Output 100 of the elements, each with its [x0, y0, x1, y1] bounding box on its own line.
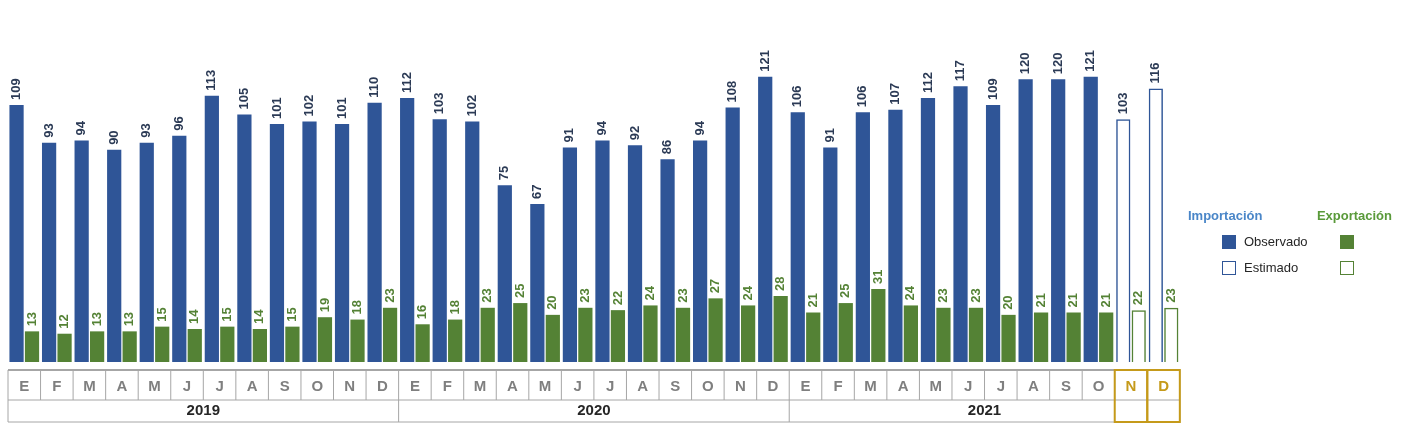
bar — [953, 86, 968, 362]
data-label: 20 — [1000, 295, 1016, 310]
x-tick-label: J — [573, 377, 582, 395]
bar — [903, 305, 918, 362]
data-label: 20 — [544, 295, 560, 310]
x-tick-label: S — [279, 377, 290, 395]
x-tick-label: M — [148, 377, 161, 395]
bar — [317, 317, 333, 362]
bar — [1099, 312, 1114, 362]
bar — [41, 142, 57, 362]
data-label: 24 — [739, 285, 755, 301]
data-label: 120 — [1049, 52, 1065, 75]
x-tick-label: A — [507, 377, 519, 395]
data-label: 24 — [902, 285, 918, 301]
data-label: 105 — [235, 87, 251, 110]
bar — [367, 102, 382, 362]
bar — [57, 333, 72, 362]
data-label: 101 — [333, 97, 349, 119]
x-tick-label: O — [1092, 377, 1105, 395]
data-label: 27 — [707, 278, 723, 294]
x-tick-label: F — [52, 377, 62, 395]
bar — [871, 288, 886, 362]
data-label: 106 — [854, 85, 870, 108]
bar — [285, 326, 300, 362]
bar — [24, 331, 40, 362]
x-tick-label: J — [606, 377, 615, 395]
bar — [920, 98, 936, 362]
x-tick-label: D — [376, 377, 388, 395]
bar — [855, 112, 870, 362]
bar — [480, 307, 495, 362]
data-label: 24 — [642, 285, 658, 301]
data-label: 18 — [349, 300, 365, 315]
data-label: 31 — [869, 269, 885, 284]
bar — [172, 135, 187, 362]
bar — [382, 307, 398, 362]
x-tick-label: E — [19, 377, 30, 395]
data-label: 28 — [772, 276, 788, 291]
bar — [122, 331, 137, 362]
data-label: 121 — [1082, 50, 1098, 72]
bar — [530, 204, 545, 362]
data-label: 103 — [431, 92, 447, 115]
bar — [693, 140, 708, 362]
data-label: 103 — [1114, 92, 1130, 115]
bar — [513, 303, 528, 362]
data-label: 116 — [1147, 62, 1163, 84]
bar — [107, 149, 122, 362]
data-label: 67 — [528, 184, 544, 200]
x-tick-label: E — [800, 377, 811, 395]
data-label: 23 — [674, 288, 690, 303]
bar — [400, 98, 415, 362]
data-label: 23 — [935, 288, 951, 303]
data-label: 108 — [724, 80, 740, 103]
text: 2019 — [186, 401, 220, 419]
data-label: 13 — [88, 311, 104, 327]
data-label: 19 — [316, 297, 332, 313]
data-label: 13 — [23, 311, 39, 327]
text: 2021 — [967, 401, 1002, 419]
bar — [1001, 314, 1016, 362]
data-label: 23 — [967, 288, 983, 303]
data-label: 102 — [301, 94, 317, 117]
x-tick-label: M — [929, 377, 942, 395]
bar — [350, 319, 365, 362]
x-tick-label: J — [215, 377, 224, 395]
data-label: 15 — [153, 307, 169, 322]
x-tick-label: O — [311, 377, 324, 395]
data-label: 12 — [56, 314, 72, 329]
bar — [790, 112, 805, 362]
bar — [334, 123, 350, 362]
data-label: 23 — [576, 288, 592, 303]
x-tick-label: M — [864, 377, 877, 395]
x-tick-label: D — [1158, 377, 1170, 395]
data-label: 92 — [626, 125, 642, 141]
data-label: 96 — [170, 116, 186, 131]
data-label: 91 — [561, 128, 577, 143]
bar — [545, 314, 560, 362]
bar — [155, 326, 170, 362]
x-tick-label: A — [246, 377, 258, 395]
data-label: 112 — [398, 72, 414, 93]
data-label: 16 — [414, 304, 430, 320]
bar — [888, 109, 903, 362]
x-tick-label: N — [734, 377, 746, 395]
data-label: 102 — [463, 94, 479, 117]
bar — [725, 107, 740, 362]
data-label: 23 — [479, 288, 495, 303]
bar — [448, 319, 463, 362]
bar — [823, 147, 838, 362]
data-label: 120 — [1017, 52, 1033, 75]
data-label: 13 — [121, 311, 137, 327]
data-label: 22 — [1130, 290, 1146, 306]
x-tick-label: M — [538, 377, 552, 395]
data-label: 107 — [887, 83, 902, 105]
data-label: 21 — [1065, 293, 1081, 308]
bar — [643, 305, 658, 362]
bar — [578, 307, 593, 362]
data-label: 117 — [952, 60, 968, 82]
data-label: 23 — [1162, 288, 1178, 303]
bar — [74, 140, 89, 362]
data-label: 101 — [268, 97, 284, 119]
text: Importación — [1188, 208, 1263, 223]
x-tick-label: A — [897, 377, 909, 395]
